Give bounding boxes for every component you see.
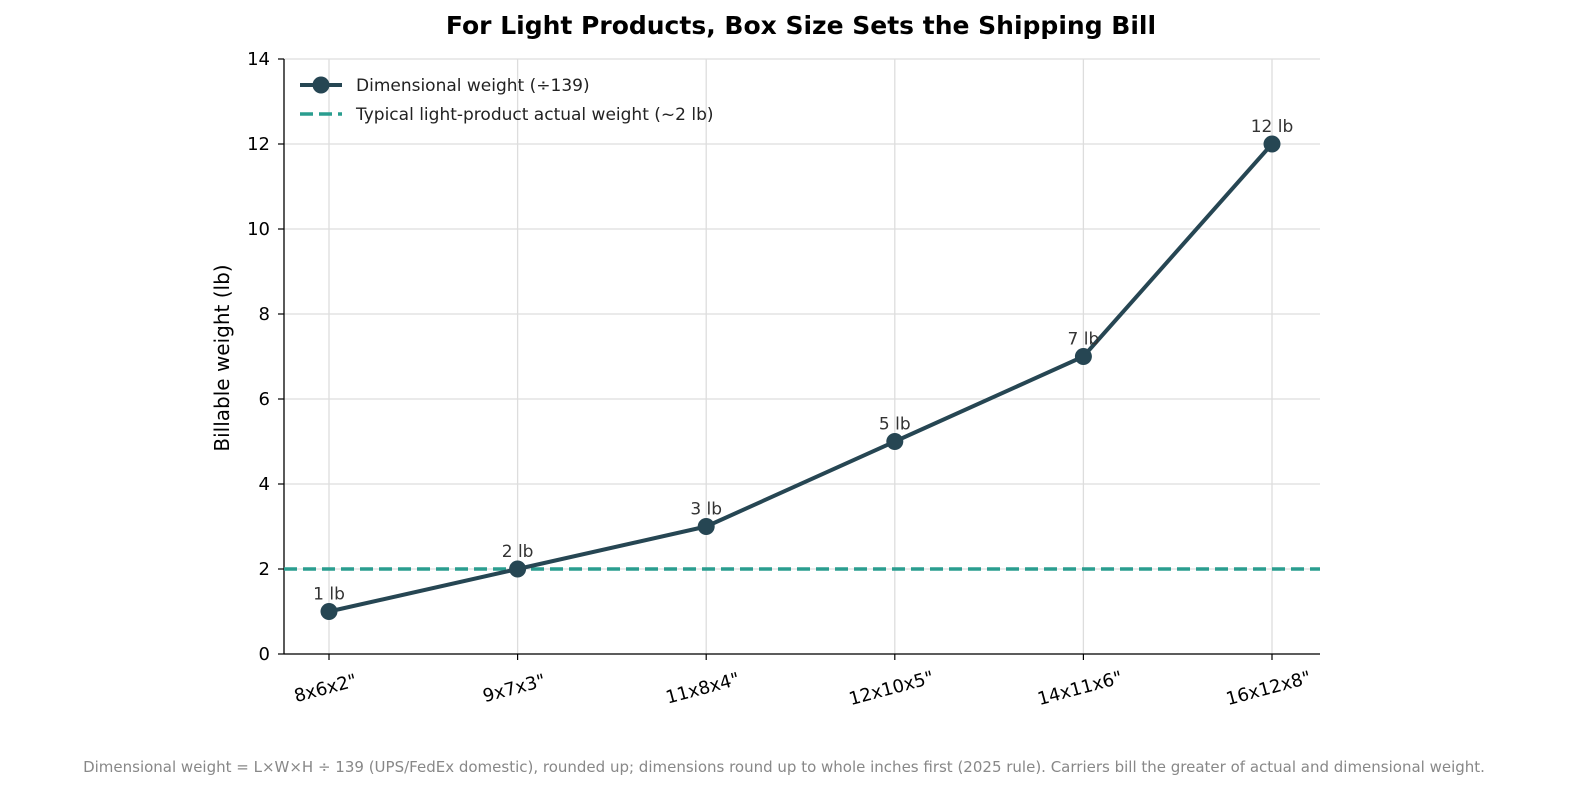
y-tick-label: 6 <box>259 389 270 410</box>
data-label: 1 lb <box>313 585 345 605</box>
axes: 0 2 4 6 8 10 12 14 8x6x2" 9x7x3" 11x8x4" 12x10x5" 14… <box>247 49 1320 710</box>
footnote: Dimensional weight = L×W×H ÷ 139 (UPS/Fe… <box>83 758 1485 776</box>
legend-marker-swatch <box>312 76 330 94</box>
series <box>320 135 1281 620</box>
grid <box>284 58 1320 655</box>
x-tick-label: 12x10x5" <box>847 667 936 710</box>
y-tick-label: 4 <box>259 474 270 495</box>
chart-title: For Light Products, Box Size Sets the Sh… <box>446 11 1156 40</box>
data-label: 7 lb <box>1068 330 1100 350</box>
data-label: 12 lb <box>1251 117 1294 137</box>
y-tick-label: 12 <box>247 134 270 155</box>
series-line <box>328 142 1274 614</box>
data-labels: 1 lb 2 lb 3 lb 5 lb 7 lb 12 lb <box>313 117 1293 605</box>
data-point <box>1074 348 1092 365</box>
legend-label: Dimensional weight (÷139) <box>356 76 590 96</box>
x-tick-label: 14x11x6" <box>1035 667 1124 710</box>
data-label: 3 lb <box>690 500 722 520</box>
y-axis-label: Billable weight (lb) <box>210 264 234 451</box>
data-point <box>1263 135 1281 153</box>
x-tick-label: 9x7x3" <box>481 670 548 707</box>
data-point <box>886 433 904 450</box>
x-tick-label: 11x8x4" <box>664 669 742 709</box>
data-point <box>509 560 527 578</box>
y-tick-label: 0 <box>259 644 270 665</box>
y-tick-label: 2 <box>259 559 270 580</box>
data-point <box>320 603 338 620</box>
x-tick-label: 8x6x2" <box>292 670 359 707</box>
data-label: 5 lb <box>879 415 911 435</box>
data-point <box>697 518 715 535</box>
data-label: 2 lb <box>502 542 534 562</box>
y-tick-label: 14 <box>247 49 270 70</box>
y-tick-label: 10 <box>247 219 270 240</box>
legend-label: Typical light-product actual weight (~2 … <box>355 105 714 125</box>
x-tick-label: 16x12x8" <box>1224 667 1313 710</box>
y-tick-label: 8 <box>259 304 270 325</box>
legend: Dimensional weight (÷139) Typical light-p… <box>300 76 714 125</box>
